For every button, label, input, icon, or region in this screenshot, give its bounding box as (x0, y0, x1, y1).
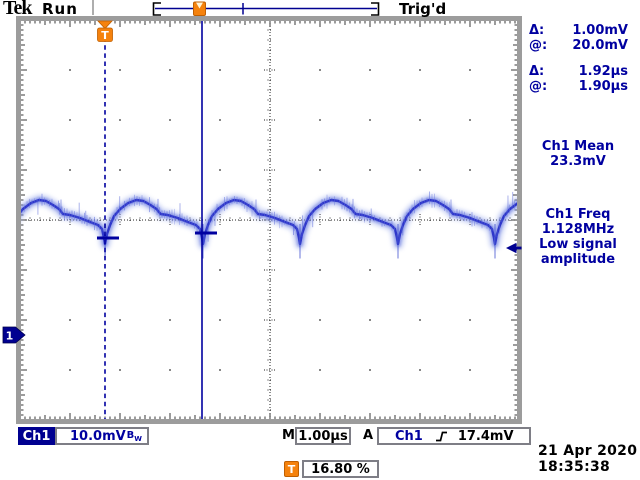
delta-symbol: Δ: (529, 64, 545, 79)
cursor-readout: Δ: 1.00mV @: 20.0mV Δ: 1.92µs @: 1.90µs (524, 23, 628, 94)
ch1-freq-value: 1.128MHz (541, 222, 615, 237)
delta-time-value: 1.92µs (578, 64, 628, 79)
ch1-mean-value: 23.3mV (550, 154, 606, 169)
trigger-position-flag: T (97, 20, 113, 42)
ch1-freq-title: Ch1 Freq (545, 207, 611, 222)
trigger-flag-letter: T (101, 29, 109, 42)
delta-symbol: Δ: (529, 23, 545, 38)
trigger-position-readout: 16.80 % (302, 460, 379, 478)
channel1-scale-value: 10.0mV (70, 428, 126, 444)
acquisition-status: Run (42, 0, 78, 18)
time-value: 18:35:38 (538, 459, 611, 475)
trigger-level-arrow (506, 242, 522, 254)
trigger-source: Ch1 (395, 428, 423, 444)
freq-warning-line2: amplitude (540, 252, 616, 267)
tek-logo: Tek (3, 0, 32, 19)
trigger-group-label: A (363, 428, 374, 443)
channel1-waveform (21, 191, 517, 259)
rising-edge-icon (435, 430, 448, 443)
cursor-delta-voltage: Δ: 1.00mV (524, 23, 628, 38)
channel1-badge: Ch1 (18, 427, 55, 445)
cursor-delta-time: Δ: 1.92µs (524, 64, 628, 79)
channel1-marker-number: 1 (6, 330, 14, 343)
at-symbol: @: (529, 38, 548, 53)
timebase-readout: 1.00µs (295, 427, 351, 445)
cursor-lines (97, 21, 217, 419)
at-time-value: 1.90µs (578, 79, 628, 94)
record-trigger-marker (193, 1, 206, 16)
bandwidth-limit-icon: BW (126, 429, 142, 443)
timebase-label: M (282, 428, 295, 443)
trigger-readout: Ch1 17.4mV (377, 427, 531, 445)
cursor-at-voltage: @: 20.0mV (524, 38, 628, 53)
record-position-bar (152, 1, 380, 16)
ch1-mean-title: Ch1 Mean (541, 139, 615, 154)
at-symbol: @: (529, 79, 548, 94)
date-value: 21 Apr 2020 (538, 443, 638, 459)
delta-voltage-value: 1.00mV (572, 23, 628, 38)
graticule-frame (16, 16, 522, 424)
channel1-scale-readout: 10.0mV BW (55, 427, 149, 445)
trigger-position-icon: T (284, 461, 299, 477)
freq-warning-line1: Low signal (539, 237, 617, 252)
channel1-ground-marker: 1 (2, 326, 26, 344)
cursor-at-time: @: 1.90µs (524, 79, 628, 94)
ch1-freq-measurement: Ch1 Freq 1.128MHz Low signal amplitude (518, 207, 638, 267)
at-voltage-value: 20.0mV (572, 38, 628, 53)
trigger-level-value: 17.4mV (457, 428, 514, 444)
datetime-readout: 21 Apr 2020 18:35:38 (538, 443, 637, 475)
ch1-mean-measurement: Ch1 Mean 23.3mV (522, 139, 634, 169)
trigger-status: Trig'd (399, 0, 447, 18)
